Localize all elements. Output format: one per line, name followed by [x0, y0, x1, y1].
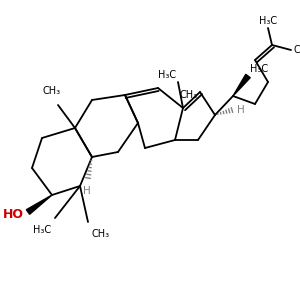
Polygon shape [26, 195, 52, 214]
Text: CH₃: CH₃ [294, 45, 300, 55]
Text: H₃C: H₃C [250, 64, 268, 74]
Text: H₃C: H₃C [259, 16, 277, 26]
Text: H: H [237, 105, 245, 115]
Text: H₃C: H₃C [158, 70, 176, 80]
Text: H₃C: H₃C [33, 225, 51, 235]
Polygon shape [233, 74, 250, 96]
Text: CH₃: CH₃ [43, 86, 61, 96]
Text: CH₃: CH₃ [92, 229, 110, 239]
Text: CH₃: CH₃ [180, 90, 198, 100]
Text: H: H [83, 186, 91, 196]
Text: HO: HO [3, 208, 24, 220]
